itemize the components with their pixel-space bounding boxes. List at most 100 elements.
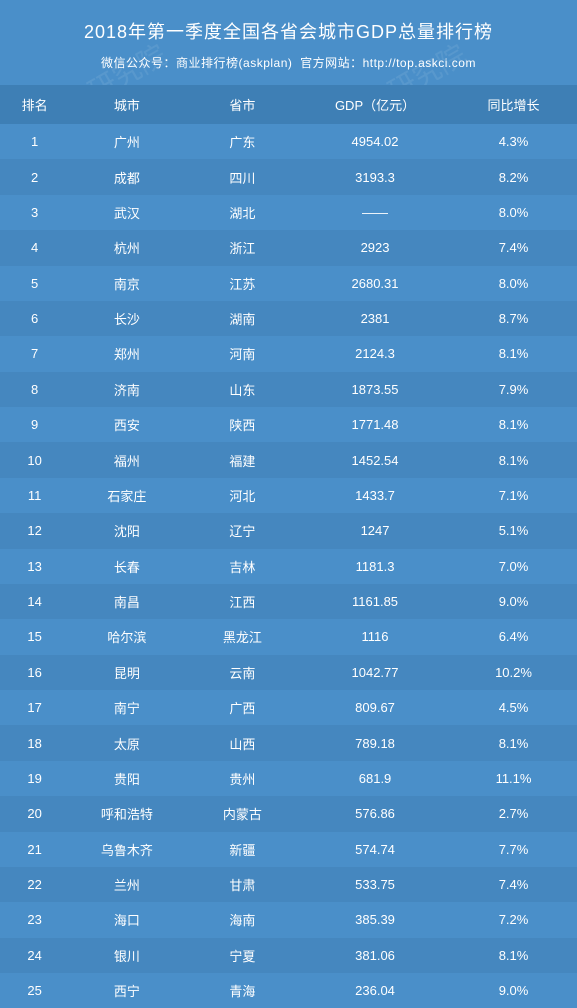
cell-gdp: 385.39 (300, 902, 450, 937)
col-header-province: 省市 (185, 85, 300, 124)
cell-city: 长春 (69, 549, 184, 584)
cell-rank: 14 (0, 584, 69, 619)
cell-rank: 4 (0, 230, 69, 265)
cell-province: 江苏 (185, 266, 300, 301)
cell-gdp: 533.75 (300, 867, 450, 902)
cell-growth: 7.7% (450, 832, 577, 867)
table-row: 22兰州甘肃533.757.4% (0, 867, 577, 902)
cell-province: 河北 (185, 478, 300, 513)
cell-gdp: 574.74 (300, 832, 450, 867)
cell-city: 太原 (69, 725, 184, 760)
cell-growth: 7.4% (450, 230, 577, 265)
cell-rank: 23 (0, 902, 69, 937)
cell-gdp: 1161.85 (300, 584, 450, 619)
cell-rank: 7 (0, 336, 69, 371)
col-header-rank: 排名 (0, 85, 69, 124)
cell-city: 武汉 (69, 195, 184, 230)
table-row: 21乌鲁木齐新疆574.747.7% (0, 832, 577, 867)
table-row: 20呼和浩特内蒙古576.862.7% (0, 796, 577, 831)
cell-city: 郑州 (69, 336, 184, 371)
table-row: 8济南山东1873.557.9% (0, 372, 577, 407)
table-row: 24银川宁夏381.068.1% (0, 938, 577, 973)
cell-growth: 7.1% (450, 478, 577, 513)
cell-growth: 7.2% (450, 902, 577, 937)
cell-growth: 8.0% (450, 266, 577, 301)
table-row: 17南宁广西809.674.5% (0, 690, 577, 725)
cell-gdp: 2923 (300, 230, 450, 265)
cell-growth: 4.3% (450, 124, 577, 159)
cell-province: 甘肃 (185, 867, 300, 902)
table-row: 13长春吉林1181.37.0% (0, 549, 577, 584)
cell-city: 贵阳 (69, 761, 184, 796)
table-row: 1广州广东4954.024.3% (0, 124, 577, 159)
cell-province: 河南 (185, 336, 300, 371)
cell-province: 湖北 (185, 195, 300, 230)
cell-gdp: 576.86 (300, 796, 450, 831)
cell-growth: 9.0% (450, 973, 577, 1008)
subtitle-site-label: 官方网站： (300, 56, 363, 70)
cell-gdp: 1116 (300, 619, 450, 654)
cell-gdp: 4954.02 (300, 124, 450, 159)
cell-rank: 1 (0, 124, 69, 159)
page-container: 2018年第一季度全国各省会城市GDP总量排行榜 微信公众号：商业排行榜(ask… (0, 0, 577, 1008)
cell-rank: 5 (0, 266, 69, 301)
table-row: 15哈尔滨黑龙江11166.4% (0, 619, 577, 654)
col-header-city: 城市 (69, 85, 184, 124)
cell-gdp: 1181.3 (300, 549, 450, 584)
cell-province: 青海 (185, 973, 300, 1008)
cell-city: 西宁 (69, 973, 184, 1008)
cell-city: 杭州 (69, 230, 184, 265)
cell-growth: 8.1% (450, 407, 577, 442)
table-row: 9西安陕西1771.488.1% (0, 407, 577, 442)
table-row: 18太原山西789.188.1% (0, 725, 577, 760)
cell-gdp: 809.67 (300, 690, 450, 725)
cell-gdp: 3193.3 (300, 159, 450, 194)
cell-rank: 24 (0, 938, 69, 973)
cell-growth: 8.1% (450, 336, 577, 371)
cell-rank: 10 (0, 442, 69, 477)
cell-growth: 6.4% (450, 619, 577, 654)
cell-gdp: 1452.54 (300, 442, 450, 477)
cell-growth: 8.2% (450, 159, 577, 194)
cell-rank: 11 (0, 478, 69, 513)
cell-province: 江西 (185, 584, 300, 619)
cell-city: 成都 (69, 159, 184, 194)
cell-rank: 9 (0, 407, 69, 442)
cell-rank: 2 (0, 159, 69, 194)
cell-growth: 8.1% (450, 442, 577, 477)
cell-growth: 7.9% (450, 372, 577, 407)
cell-city: 广州 (69, 124, 184, 159)
table-row: 16昆明云南1042.7710.2% (0, 655, 577, 690)
cell-growth: 7.4% (450, 867, 577, 902)
cell-rank: 19 (0, 761, 69, 796)
cell-gdp: 1771.48 (300, 407, 450, 442)
cell-province: 福建 (185, 442, 300, 477)
cell-province: 海南 (185, 902, 300, 937)
table-row: 6长沙湖南23818.7% (0, 301, 577, 336)
page-subtitle: 微信公众号：商业排行榜(askplan) 官方网站：http://top.ask… (0, 54, 577, 85)
cell-rank: 25 (0, 973, 69, 1008)
cell-growth: 8.1% (450, 725, 577, 760)
subtitle-prefix: 微信公众号： (101, 56, 176, 70)
cell-city: 济南 (69, 372, 184, 407)
cell-province: 云南 (185, 655, 300, 690)
col-header-growth: 同比增长 (450, 85, 577, 124)
table-row: 23海口海南385.397.2% (0, 902, 577, 937)
table-row: 25西宁青海236.049.0% (0, 973, 577, 1008)
table-body: 1广州广东4954.024.3%2成都四川3193.38.2%3武汉湖北——8.… (0, 124, 577, 1008)
cell-gdp: 1433.7 (300, 478, 450, 513)
cell-gdp: —— (300, 195, 450, 230)
cell-province: 广东 (185, 124, 300, 159)
cell-city: 南昌 (69, 584, 184, 619)
cell-city: 银川 (69, 938, 184, 973)
cell-city: 沈阳 (69, 513, 184, 548)
cell-province: 内蒙古 (185, 796, 300, 831)
cell-province: 黑龙江 (185, 619, 300, 654)
table-row: 14南昌江西1161.859.0% (0, 584, 577, 619)
cell-gdp: 1873.55 (300, 372, 450, 407)
table-row: 5南京江苏2680.318.0% (0, 266, 577, 301)
cell-province: 山东 (185, 372, 300, 407)
cell-province: 贵州 (185, 761, 300, 796)
cell-rank: 6 (0, 301, 69, 336)
cell-province: 四川 (185, 159, 300, 194)
